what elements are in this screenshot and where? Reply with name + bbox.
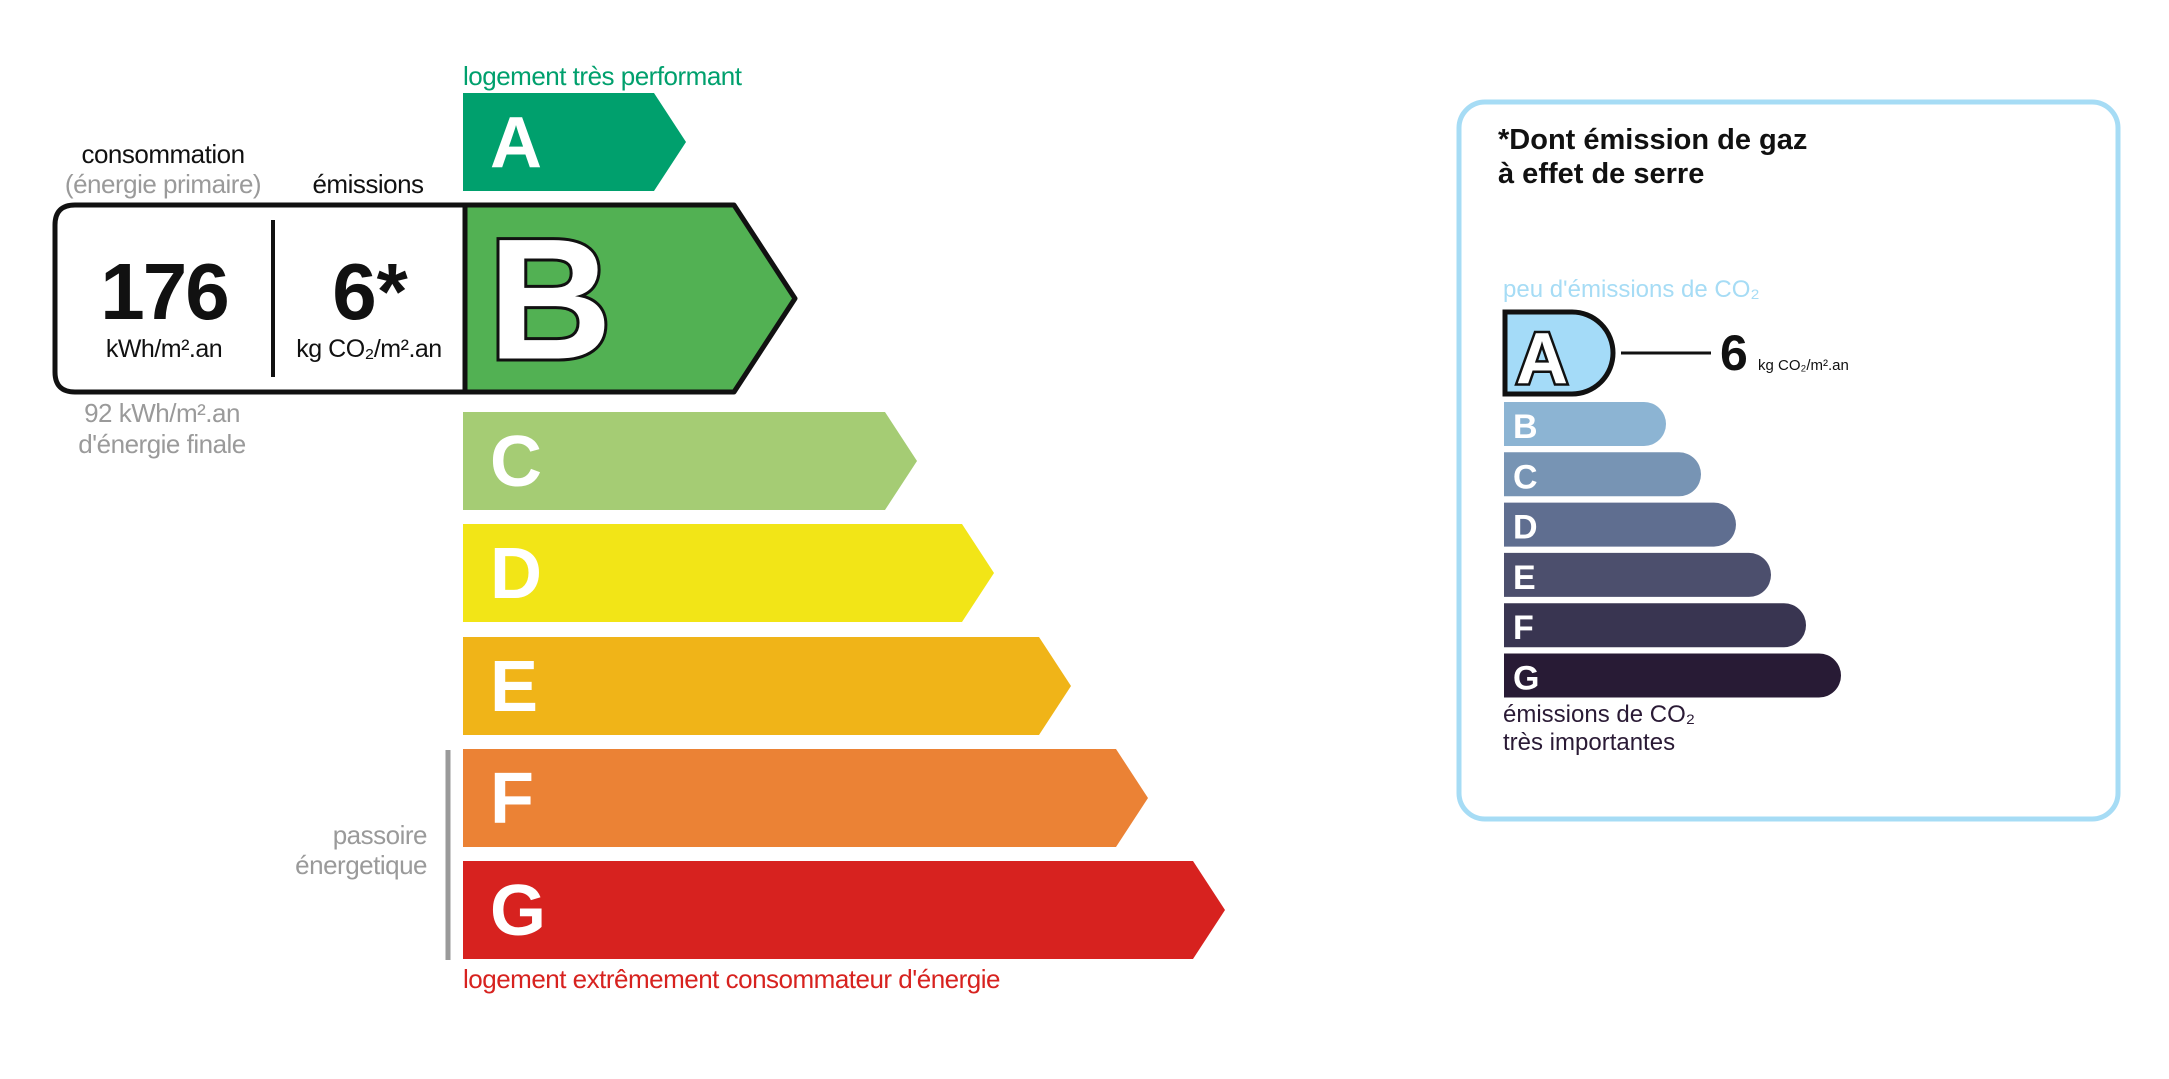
emissions-unit: kg CO₂/m².an [296,335,442,363]
energy-class-letter-e: E [490,647,538,727]
energy-class-letter-g: G [490,871,546,951]
energy-bar-b [462,202,798,395]
energy-bar-g [463,861,1225,959]
energy-class-letter-f: F [490,759,534,839]
ghg-title-1: *Dont émission de gaz [1498,124,1808,156]
ghg-panel [1457,100,1459,102]
ghg-title-2: à effet de serre [1498,158,1705,190]
energy-bar-d [463,524,994,622]
passoire-label-2: énergetique [295,850,427,880]
ghg-bottom-label-2: très importantes [1503,729,1676,756]
energy-class-letter-a: A [490,103,542,183]
ghg-top-label: peu d'émissions de CO₂ [1503,276,1760,303]
energy-bar-a [463,93,686,191]
ghg-bar-c [1504,452,1701,497]
energy-class-letter-d: D [490,534,542,614]
energy-bar-c [463,412,917,510]
energy-class-letter-c: C [490,422,542,502]
ghg-class-letter-b: B [1513,408,1538,446]
emissions-title: émissions [312,169,424,199]
ghg-class-letter-c: C [1513,458,1538,496]
value-box [52,202,465,395]
final-energy-label: d'énergie finale [78,429,246,459]
ghg-class-letter-f: F [1513,609,1534,647]
emissions-value: 6* [332,247,408,336]
ghg-bar-a [1502,309,1616,397]
ghg-class-letter-e: E [1513,559,1536,597]
ghg-bar-d [1504,502,1736,547]
consumption-value: 176 [100,247,229,336]
ghg-class-letter-g: G [1513,660,1539,698]
energy-bar-f [463,749,1148,847]
energy-class-letter-b: B [488,204,612,396]
ghg-unit: kg CO₂/m².an [1758,357,1849,374]
ghg-value: 6 [1720,325,1748,381]
final-energy-value: 92 kWh/m².an [84,398,240,428]
ghg-class-letter-d: D [1513,509,1538,547]
ghg-class-letter-a: A [1516,319,1568,399]
ghg-bar-b [1504,402,1666,446]
ghg-bar-g [1504,653,1842,698]
consumption-subtitle: (énergie primaire) [64,169,262,199]
bottom-label: logement extrêmement consommateur d'éner… [463,964,1000,994]
energy-bar-e [463,637,1071,735]
consumption-unit: kWh/m².an [105,335,223,363]
ghg-panel-border [1456,99,2121,822]
passoire-label-1: passoire [332,820,428,850]
consumption-title: consommation [81,139,245,169]
ghg-bottom-label-1: émissions de CO₂ [1503,701,1696,728]
top-label: logement très performant [463,61,742,91]
ghg-bar-e [1504,552,1771,597]
ghg-bar-f [1504,603,1806,648]
